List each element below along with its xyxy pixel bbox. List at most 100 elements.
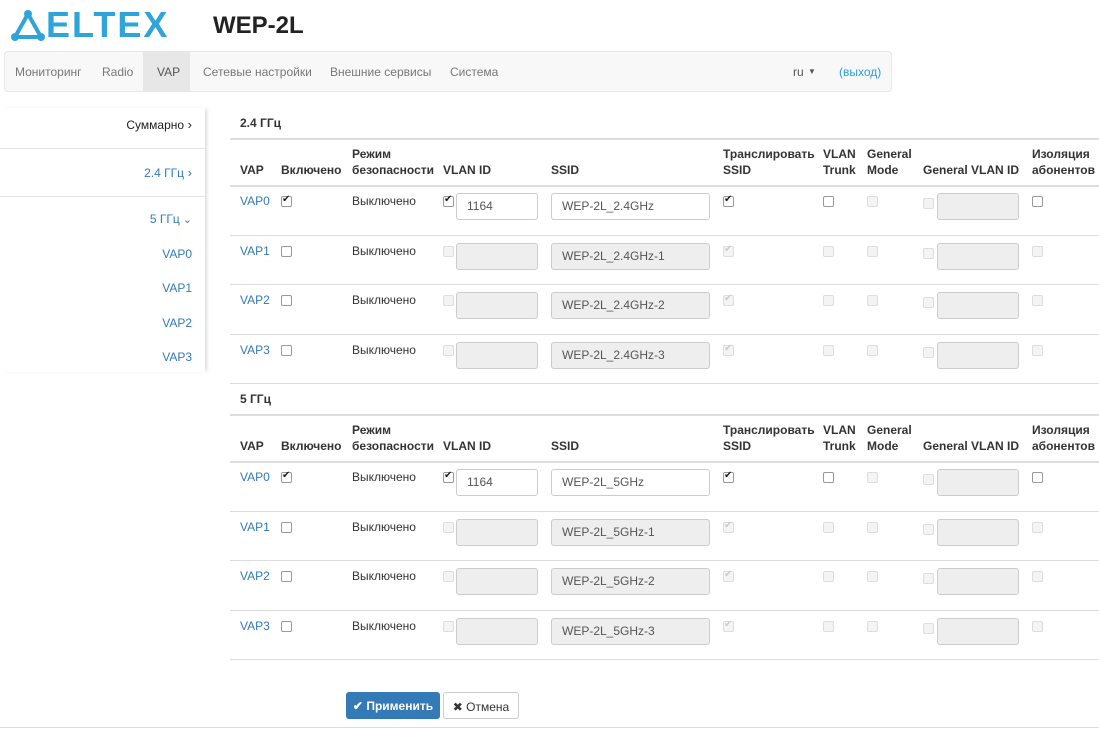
vap-link[interactable]: VAP2: [240, 293, 270, 307]
row-rule: [230, 560, 1099, 561]
bottom-rule: [0, 727, 1099, 728]
checkbox: [723, 520, 734, 533]
checkbox: [923, 474, 934, 485]
checkbox[interactable]: [823, 472, 834, 483]
nav-item[interactable]: VAP: [157, 65, 181, 79]
sidebar-vap[interactable]: VAP2: [162, 315, 192, 330]
vap-link[interactable]: VAP3: [240, 342, 270, 357]
checkbox[interactable]: [281, 521, 292, 533]
row-rule: [230, 659, 1099, 660]
checkbox[interactable]: [1032, 196, 1043, 207]
vlan-id-input[interactable]: 1164: [456, 469, 538, 496]
ssid-input[interactable]: WEP-2L_5GHz: [551, 469, 710, 496]
checkbox: [923, 573, 934, 584]
nav-item[interactable]: Сетевые настройки: [203, 65, 312, 79]
column-header: Транслировать SSID: [723, 147, 815, 177]
sidebar-band-24[interactable]: 2.4 ГГц: [144, 165, 192, 180]
checkbox: [443, 521, 454, 533]
checkbox[interactable]: [723, 470, 734, 483]
nav-item[interactable]: Radio: [102, 65, 134, 79]
checkbox: [723, 244, 734, 257]
sidebar-sep: [0, 148, 205, 149]
checkbox: [823, 295, 834, 306]
column-header: Режим безопасности: [352, 423, 435, 453]
vap-link[interactable]: VAP2: [240, 569, 270, 583]
sidebar-vap[interactable]: VAP1: [162, 281, 192, 296]
checkbox[interactable]: [281, 194, 292, 207]
checkbox[interactable]: [281, 620, 292, 632]
checkbox: [1032, 571, 1043, 582]
ssid-input: WEP-2L_5GHz-1: [551, 518, 710, 546]
vap-link[interactable]: VAP3: [240, 618, 270, 633]
checkbox: [923, 622, 934, 634]
checkbox[interactable]: [443, 470, 454, 483]
logo-text: ELTEX: [46, 4, 170, 45]
vlan-id-input: [456, 617, 538, 645]
ssid-input: WEP-2L_2.4GHz-2: [551, 292, 710, 319]
checkbox[interactable]: [823, 196, 834, 207]
sidebar-vap[interactable]: VAP0: [162, 247, 192, 261]
language-select[interactable]: ru: [793, 65, 804, 79]
column-header: SSID: [551, 163, 580, 177]
column-header: Транслировать SSID: [723, 423, 815, 453]
checkbox[interactable]: [281, 571, 292, 582]
row-rule: [230, 234, 1099, 236]
checkbox: [443, 245, 454, 257]
row-rule: [230, 383, 1099, 384]
checkbox: [867, 295, 878, 306]
navbar: [4, 51, 892, 92]
nav-item[interactable]: Мониторинг: [15, 65, 82, 79]
sidebar-vap[interactable]: VAP3: [162, 350, 192, 365]
general-vlan-input: [937, 242, 1019, 270]
nav-item[interactable]: Внешние сервисы: [330, 65, 432, 79]
logout-link[interactable]: (выход): [839, 65, 882, 79]
row-rule: [230, 333, 1099, 335]
checkbox: [1032, 620, 1043, 632]
rule: [230, 414, 1099, 416]
checkbox: [723, 569, 734, 582]
ssid-input[interactable]: WEP-2L_2.4GHz: [551, 193, 710, 220]
checkbox: [1032, 295, 1043, 306]
checkbox[interactable]: [281, 245, 292, 257]
cancel-label: Отмена: [466, 700, 510, 714]
checkbox: [867, 472, 878, 483]
row-rule: [230, 284, 1099, 285]
security-mode: Выключено: [352, 293, 416, 307]
vap-link[interactable]: VAP1: [240, 519, 270, 534]
row-rule: [230, 609, 1099, 611]
column-header: Изоляция абонентов: [1032, 147, 1096, 177]
checkbox[interactable]: [281, 470, 292, 483]
row-rule: [230, 510, 1099, 512]
sidebar-summary[interactable]: Суммарно: [126, 117, 192, 132]
checkbox[interactable]: [1032, 472, 1043, 483]
checkbox: [923, 198, 934, 209]
checkbox: [867, 620, 878, 632]
general-vlan-input: [937, 193, 1019, 220]
checkbox[interactable]: [443, 194, 454, 207]
vap-link[interactable]: VAP0: [240, 470, 270, 484]
apply-label: Применить: [366, 699, 434, 713]
checkbox: [723, 619, 734, 632]
ssid-input: WEP-2L_2.4GHz-1: [551, 242, 710, 270]
vap-link[interactable]: VAP1: [240, 243, 270, 258]
checkbox[interactable]: [281, 295, 292, 306]
security-mode: Выключено: [352, 519, 416, 534]
sidebar-band-5[interactable]: 5 ГГц: [150, 212, 192, 226]
security-mode: Выключено: [352, 194, 416, 208]
checkbox[interactable]: [281, 344, 292, 356]
cancel-button[interactable]: ✖ Отмена: [443, 692, 519, 719]
checkbox: [867, 521, 878, 533]
section-title: 2.4 ГГц: [240, 116, 281, 130]
ssid-input: WEP-2L_2.4GHz-3: [551, 341, 710, 369]
checkbox: [723, 293, 734, 306]
vap-link[interactable]: VAP0: [240, 194, 270, 208]
checkbox: [443, 620, 454, 632]
vlan-id-input[interactable]: 1164: [456, 193, 538, 220]
apply-button[interactable]: ✔ Применить: [346, 692, 440, 719]
nav-item[interactable]: Система: [450, 65, 499, 79]
checkbox[interactable]: [723, 194, 734, 207]
vlan-id-input: [456, 518, 538, 546]
column-header: VAP: [240, 439, 264, 453]
security-mode: Выключено: [352, 569, 416, 583]
sidebar-sep: [0, 196, 205, 197]
